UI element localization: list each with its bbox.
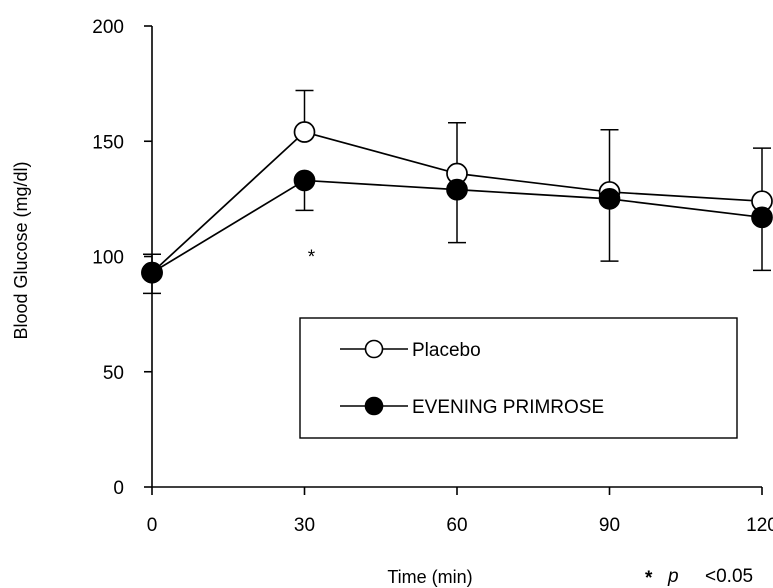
significance-note-threshold: <0.05 <box>705 566 753 587</box>
significance-note-star: * <box>645 568 653 588</box>
x-tick-label-0: 0 <box>147 515 158 536</box>
marker-evening-primrose-90 <box>598 188 621 210</box>
y-tick-label-200: 200 <box>92 17 124 38</box>
legend: Placebo EVENING PRIMROSE <box>299 317 738 439</box>
markers <box>141 121 773 284</box>
legend-label-evening-primrose: EVENING PRIMROSE <box>412 397 604 418</box>
y-tick-label-0: 0 <box>113 478 124 499</box>
marker-evening-primrose-60 <box>446 178 468 201</box>
legend-label-placebo: Placebo <box>412 340 481 361</box>
x-tick-label-90: 90 <box>599 515 620 536</box>
y-tick-label-150: 150 <box>92 132 124 153</box>
marker-placebo-30 <box>293 121 316 143</box>
x-tick-label-30: 30 <box>294 515 315 536</box>
ticks <box>144 25 763 495</box>
x-axis-title: Time (min) <box>387 567 472 587</box>
significance-note-p: p <box>667 566 679 587</box>
legend-marker-evening-primrose <box>364 396 384 416</box>
significance-star-annotation: * <box>308 247 316 268</box>
marker-evening-primrose-30 <box>293 169 316 192</box>
x-tick-label-60: 60 <box>446 515 467 536</box>
tick-labels: 0 50 100 150 200 0 30 60 90 120 <box>92 17 773 536</box>
marker-evening-primrose-120 <box>751 206 773 229</box>
marker-evening-primrose-0 <box>141 261 163 284</box>
x-tick-label-120: 120 <box>746 515 773 536</box>
y-axis-title: Blood Glucose (mg/dl) <box>11 161 31 339</box>
significance-note: * p <0.05 <box>645 566 753 588</box>
legend-box <box>299 317 738 439</box>
y-tick-label-100: 100 <box>92 248 124 269</box>
legend-marker-placebo <box>364 339 384 359</box>
y-tick-label-50: 50 <box>103 363 124 384</box>
